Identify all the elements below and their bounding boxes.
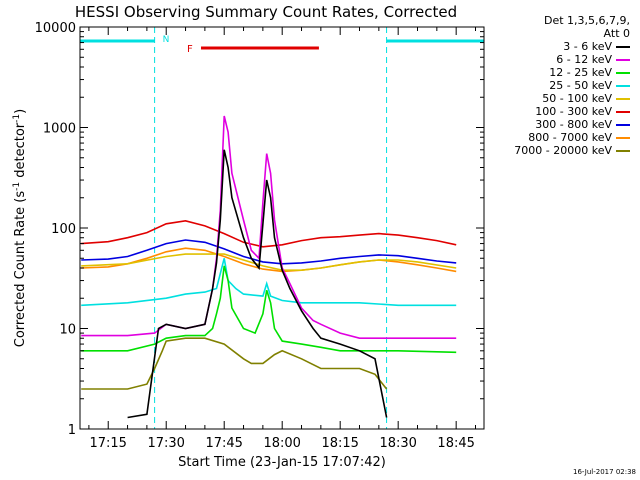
x-axis-ticks: 17:15 17:30 17:45 18:00 18:15 18:30 18:45 [88,27,476,451]
y-tick-label: 10000 [35,21,76,36]
legend-detectors: Det 1,3,5,6,7,9, [543,14,630,27]
x-tick-label: 18:45 [437,436,474,451]
y-tick-label: 100 [51,222,76,237]
night-label: N [163,35,170,45]
x-tick-label: 18:00 [263,436,300,451]
legend-entry: 800 - 7000 keV [480,131,630,144]
legend-label: 300 - 800 keV [535,118,612,131]
legend-swatch [616,98,630,100]
legend-entry: 6 - 12 keV [480,53,630,66]
legend-entry: 7000 - 20000 keV [480,144,630,157]
flare-marker: F [187,44,319,55]
series-line [81,239,457,265]
legend-entry: 12 - 25 keV [480,66,630,79]
legend-swatch [616,150,630,152]
series-line [127,149,388,419]
legend-swatch [616,137,630,139]
y-tick-label: 1000 [43,122,76,137]
legend-entry: 25 - 50 keV [480,79,630,92]
legend-label: 25 - 50 keV [549,79,612,92]
y-axis-label: Corrected Count Rate (s-1 detector-1) [12,109,28,347]
night-markers: N [80,27,484,429]
legend-entry: 100 - 300 keV [480,105,630,118]
flare-label: F [187,44,193,55]
legend-swatch [616,72,630,74]
chart-title: HESSI Observing Summary Count Rates, Cor… [75,3,457,21]
legend-label: 100 - 300 keV [535,105,612,118]
legend-swatch [616,85,630,87]
legend-label: 7000 - 20000 keV [514,144,612,157]
series-line [81,258,457,307]
legend-label: 3 - 6 keV [563,40,612,53]
series-line [81,337,388,390]
legend-label: 50 - 100 keV [542,92,612,105]
y-axis-label-mid: detector [13,122,28,182]
x-tick-label: 18:30 [379,436,416,451]
x-tick-label: 17:45 [205,436,242,451]
data-series [81,115,457,419]
x-axis-label: Start Time (23-Jan-15 17:07:42) [178,455,386,470]
x-tick-label: 18:15 [321,436,358,451]
x-tick-label: 17:30 [147,436,184,451]
y-tick-label: 1 [68,423,76,438]
legend-swatch [616,59,630,61]
legend-swatch [616,46,630,48]
series-line [81,265,457,354]
legend-label: 12 - 25 keV [549,66,612,79]
y-tick-label: 10 [59,323,76,338]
legend-entries: 3 - 6 keV 6 - 12 keV 12 - 25 keV 25 - 50 ke… [480,40,630,157]
series-line [81,219,457,248]
legend-swatch [616,111,630,113]
legend-attenuator: Att 0 [603,27,630,40]
y-axis-label-sup2: -1 [12,114,22,123]
y-axis-ticks: 1 10 100 1000 10000 [35,21,484,438]
timestamp: 16-Jul-2017 02:38 [572,468,636,476]
series-line [81,247,457,273]
legend-label: 6 - 12 keV [556,53,612,66]
x-tick-label: 17:15 [89,436,126,451]
plot-frame [79,26,485,430]
y-axis-label-end: ) [13,109,28,114]
legend-swatch [616,124,630,126]
legend-entry: 300 - 800 keV [480,118,630,131]
y-axis-label-main: Corrected Count Rate (s [13,191,28,348]
legend-entry: 50 - 100 keV [480,92,630,105]
legend-label: 800 - 7000 keV [528,131,612,144]
legend-entry: 3 - 6 keV [480,40,630,53]
y-axis-label-sup1: -1 [12,182,22,191]
legend: Det 1,3,5,6,7,9, Att 0 3 - 6 keV 6 - 12 k… [480,14,630,157]
